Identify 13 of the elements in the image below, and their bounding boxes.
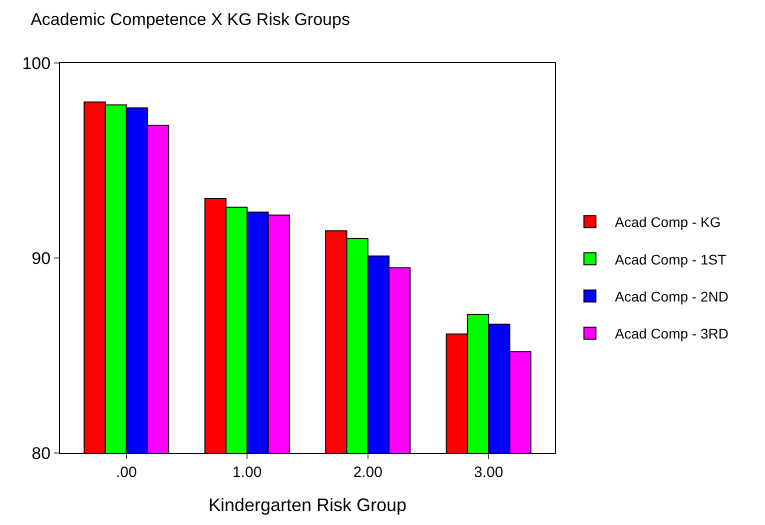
y-tick-label: 80: [32, 444, 51, 463]
y-tick-label: 90: [32, 248, 51, 268]
legend-label: Acad Comp - 1ST: [614, 251, 727, 268]
y-tick-label: 100: [22, 54, 51, 73]
x-tick-label: .00: [116, 464, 137, 481]
chart-title: Academic Competence X KG Risk Groups: [30, 10, 350, 30]
x-tick-label: 3.00: [474, 464, 504, 481]
x-tick-label: 1.00: [232, 464, 262, 481]
legend-label: Acad Comp - KG: [614, 214, 721, 230]
legend-label: Acad Comp - 3RD: [614, 326, 728, 342]
x-tick-label: 2.00: [353, 464, 382, 481]
x-axis-title: Kindergarten Risk Group: [208, 495, 407, 516]
legend-label: Acad Comp - 2ND: [614, 288, 728, 304]
